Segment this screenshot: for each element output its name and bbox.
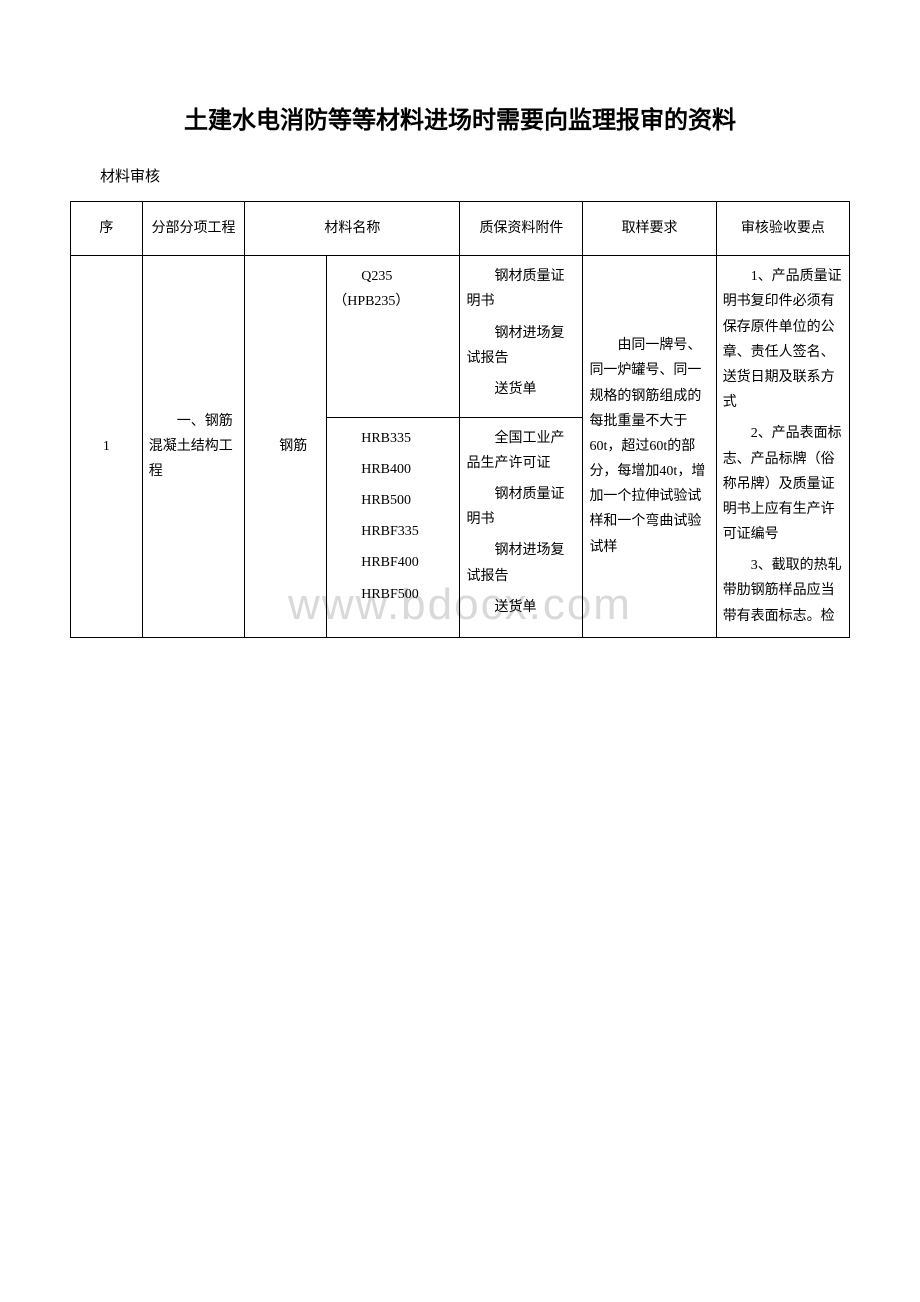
cell-material-sub-a: Q235（HPB235） xyxy=(327,256,460,417)
sampling-text: 由同一牌号、同一炉罐号、同一规格的钢筋组成的每批重量不大于60t，超过60t的部… xyxy=(589,333,709,560)
quality-b-2: 钢材质量证明书 xyxy=(466,482,576,532)
cell-quality-a: 钢材质量证明书 钢材进场复试报告 送货单 xyxy=(460,256,583,417)
header-quality: 质保资料附件 xyxy=(460,202,583,256)
review-2: 2、产品表面标志、产品标牌（俗称吊牌）及质量证明书上应有生产许可证编号 xyxy=(723,421,843,547)
table-header-row: 序 分部分项工程 材料名称 质保资料附件 取样要求 审核验收要点 xyxy=(71,202,850,256)
header-project: 分部分项工程 xyxy=(142,202,244,256)
table-row: 1 一、钢筋混凝土结构工程 钢筋 Q235（HPB235） 钢材质量证明书 钢材… xyxy=(71,256,850,417)
header-seq: 序 xyxy=(71,202,143,256)
material-main-text: 钢筋 xyxy=(251,434,320,459)
material-sub-b-6: HRBF500 xyxy=(333,582,453,607)
material-sub-b-3: HRB500 xyxy=(333,488,453,513)
materials-table: 序 分部分项工程 材料名称 质保资料附件 取样要求 审核验收要点 1 一、钢筋混… xyxy=(70,201,850,638)
quality-b-4: 送货单 xyxy=(466,595,576,620)
project-text: 一、钢筋混凝土结构工程 xyxy=(149,409,238,485)
cell-quality-b: 全国工业产品生产许可证 钢材质量证明书 钢材进场复试报告 送货单 xyxy=(460,417,583,637)
cell-seq: 1 xyxy=(71,256,143,638)
material-sub-b-4: HRBF335 xyxy=(333,519,453,544)
review-3: 3、截取的热轧带肋钢筋样品应当带有表面标志。检 xyxy=(723,553,843,629)
material-sub-b-1: HRB335 xyxy=(333,426,453,451)
header-material: 材料名称 xyxy=(245,202,460,256)
cell-review: 1、产品质量证明书复印件必须有保存原件单位的公章、责任人签名、送货日期及联系方式… xyxy=(716,256,849,638)
quality-b-3: 钢材进场复试报告 xyxy=(466,538,576,588)
quality-a-1: 钢材质量证明书 xyxy=(466,264,576,314)
material-sub-b-5: HRBF400 xyxy=(333,550,453,575)
quality-a-3: 送货单 xyxy=(466,377,576,402)
header-sampling: 取样要求 xyxy=(583,202,716,256)
material-sub-a: Q235（HPB235） xyxy=(333,264,453,314)
cell-project: 一、钢筋混凝土结构工程 xyxy=(142,256,244,638)
cell-material-main: 钢筋 xyxy=(245,256,327,638)
quality-b-1: 全国工业产品生产许可证 xyxy=(466,426,576,476)
quality-a-2: 钢材进场复试报告 xyxy=(466,321,576,371)
page-title: 土建水电消防等等材料进场时需要向监理报审的资料 xyxy=(70,100,850,135)
cell-material-sub-b: HRB335 HRB400 HRB500 HRBF335 HRBF400 HRB… xyxy=(327,417,460,637)
subtitle: 材料审核 xyxy=(70,165,850,186)
review-1: 1、产品质量证明书复印件必须有保存原件单位的公章、责任人签名、送货日期及联系方式 xyxy=(723,264,843,415)
material-sub-b-2: HRB400 xyxy=(333,457,453,482)
cell-sampling: 由同一牌号、同一炉罐号、同一规格的钢筋组成的每批重量不大于60t，超过60t的部… xyxy=(583,256,716,638)
header-review: 审核验收要点 xyxy=(716,202,849,256)
